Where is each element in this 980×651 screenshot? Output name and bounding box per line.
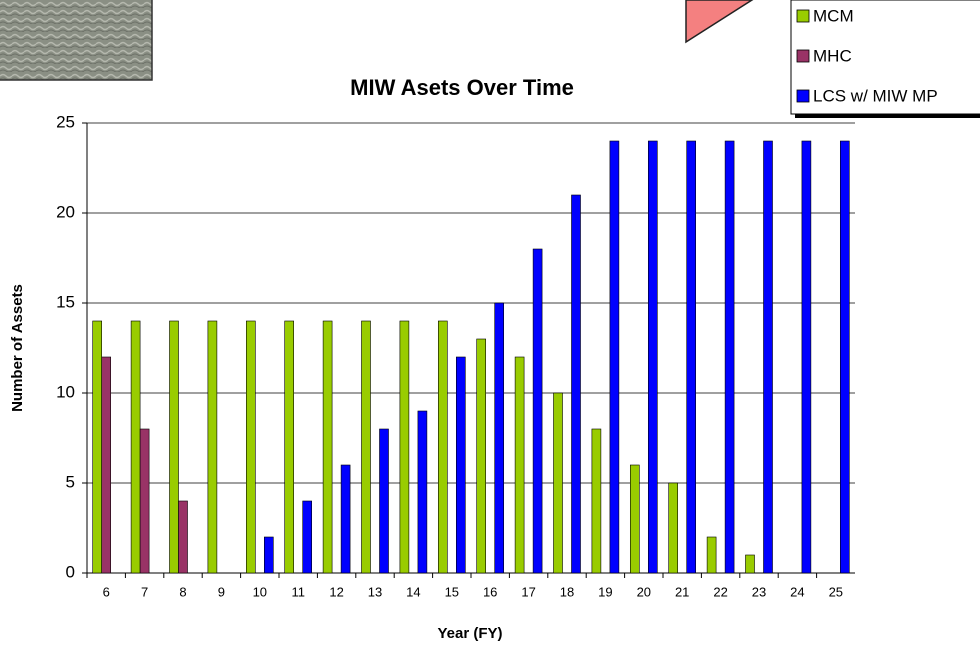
bar xyxy=(839,140,850,574)
x-tick-label: 8 xyxy=(179,584,186,599)
legend-swatch xyxy=(796,89,810,103)
legend-label: MHC xyxy=(813,46,852,65)
bar xyxy=(494,302,505,574)
bar xyxy=(801,140,812,574)
legend-swatch xyxy=(796,49,810,63)
x-tick-label: 14 xyxy=(406,584,420,599)
bar xyxy=(263,536,274,574)
x-tick-label: 17 xyxy=(521,584,535,599)
x-tick-label: 15 xyxy=(445,584,459,599)
y-tick-label: 0 xyxy=(66,562,75,581)
y-tick-label: 10 xyxy=(56,382,75,401)
bar xyxy=(591,428,602,574)
bar xyxy=(724,140,735,574)
bar xyxy=(284,320,295,574)
bar xyxy=(609,140,620,574)
bar xyxy=(361,320,371,574)
bar xyxy=(417,410,428,574)
bar xyxy=(169,320,179,574)
x-tick-label: 22 xyxy=(713,584,727,599)
bar xyxy=(532,248,543,574)
photo xyxy=(0,0,153,81)
x-tick-label: 23 xyxy=(752,584,766,599)
bar xyxy=(668,482,679,574)
x-tick-label: 11 xyxy=(291,584,305,599)
x-tick-label: 19 xyxy=(598,584,612,599)
bar xyxy=(437,320,448,574)
x-tick-label: 16 xyxy=(483,584,497,599)
y-tick-label: 5 xyxy=(66,472,75,491)
x-tick-label: 13 xyxy=(368,584,382,599)
bar xyxy=(322,320,333,574)
bar xyxy=(379,428,389,574)
bar xyxy=(476,338,487,574)
bar xyxy=(629,464,640,574)
bar xyxy=(553,392,563,574)
bar xyxy=(246,320,256,574)
x-axis-label: Year (FY) xyxy=(437,625,502,642)
y-tick-label: 20 xyxy=(56,202,75,221)
bar xyxy=(340,464,351,574)
legend xyxy=(790,0,980,115)
bar xyxy=(139,428,150,574)
bar xyxy=(178,500,188,574)
bar xyxy=(706,536,717,574)
x-tick-label: 12 xyxy=(329,584,343,599)
x-tick-label: 6 xyxy=(103,584,110,599)
bar xyxy=(455,356,466,574)
decoration-shape xyxy=(685,0,754,44)
y-tick-label: 15 xyxy=(56,292,75,311)
bar xyxy=(302,500,313,574)
bar xyxy=(763,140,773,574)
legend-label: MCM xyxy=(813,6,854,25)
bar xyxy=(92,320,102,574)
x-tick-label: 25 xyxy=(829,584,843,599)
x-tick-label: 9 xyxy=(218,584,225,599)
bar xyxy=(514,356,525,574)
bar xyxy=(207,320,218,574)
bar xyxy=(399,320,410,574)
legend-label: LCS w/ MIW MP xyxy=(813,86,938,105)
x-tick-label: 7 xyxy=(141,584,148,599)
x-tick-label: 21 xyxy=(675,584,689,599)
x-tick-label: 20 xyxy=(637,584,651,599)
bar xyxy=(130,320,141,574)
legend-swatch xyxy=(796,9,810,23)
bar xyxy=(745,554,755,574)
bar xyxy=(686,140,697,574)
y-axis-label: Number of Assets xyxy=(9,284,26,412)
x-tick-label: 18 xyxy=(560,584,574,599)
y-tick-label: 25 xyxy=(56,112,75,131)
x-tick-label: 24 xyxy=(790,584,804,599)
chart-title: MIW Asets Over Time xyxy=(350,75,574,100)
bar xyxy=(647,140,658,574)
bar xyxy=(101,356,111,574)
x-tick-label: 10 xyxy=(253,584,267,599)
bar xyxy=(571,194,581,574)
